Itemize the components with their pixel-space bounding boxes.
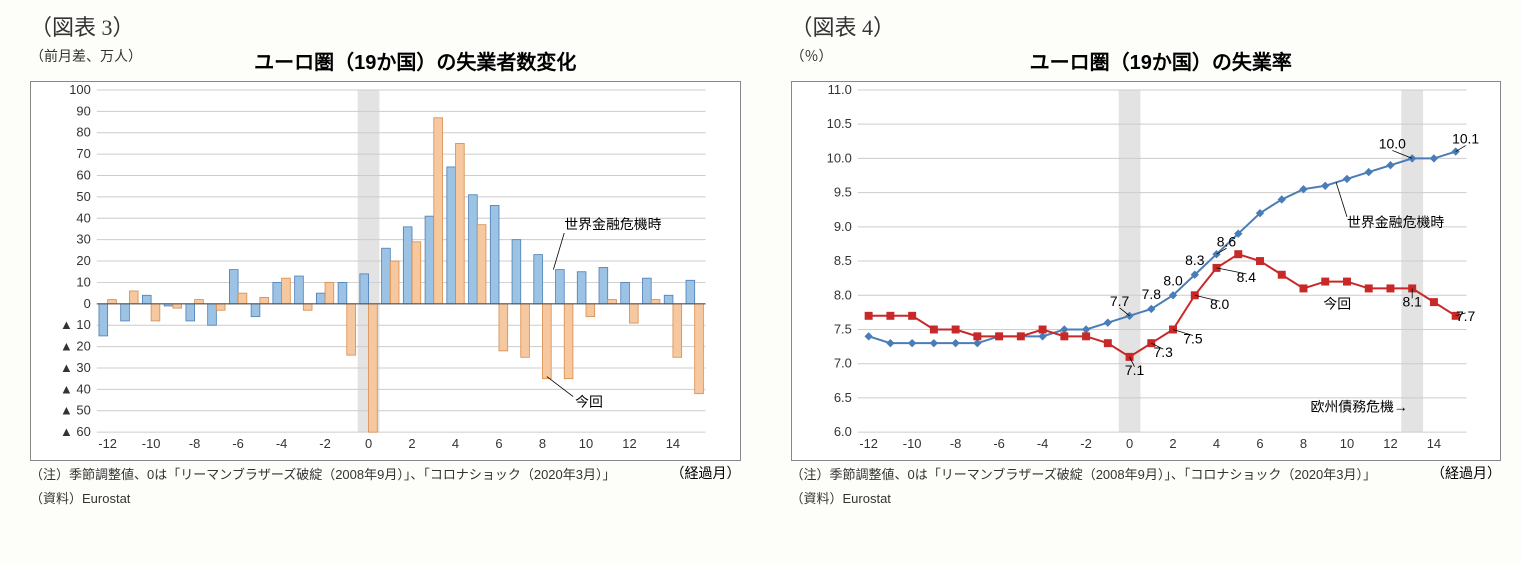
svg-text:20: 20 <box>76 253 90 268</box>
figure-label-4: （図表 4） <box>791 10 1502 42</box>
svg-text:-8: -8 <box>189 436 201 451</box>
svg-text:今回: 今回 <box>1323 295 1351 311</box>
svg-text:2: 2 <box>1169 436 1176 451</box>
svg-text:世界金融危機時: 世界金融危機時 <box>1346 214 1443 230</box>
line-chart: 6.0 6.5 7.0 7.5 8.0 8.5 9.0 9.5 10.0 10.5 11.0 -12 -… <box>791 81 1502 461</box>
footnote-left-2: （資料）Eurostat <box>30 489 741 509</box>
svg-text:10.5: 10.5 <box>826 116 851 131</box>
svg-text:4: 4 <box>452 436 459 451</box>
svg-text:8.0: 8.0 <box>1163 272 1183 288</box>
left-panel: （図表 3） （前月差、万人） ユーロ圏（19か国）の失業者数変化 ▲ 60▲ … <box>0 0 761 564</box>
svg-text:4: 4 <box>1212 436 1219 451</box>
svg-text:7.3: 7.3 <box>1153 344 1173 360</box>
svg-text:▲ 50: ▲ 50 <box>60 403 91 418</box>
svg-text:10: 10 <box>579 436 593 451</box>
svg-text:-12: -12 <box>98 436 117 451</box>
svg-text:-10: -10 <box>142 436 161 451</box>
svg-text:6.5: 6.5 <box>833 390 851 405</box>
svg-text:2: 2 <box>408 436 415 451</box>
svg-text:14: 14 <box>666 436 680 451</box>
svg-text:欧州債務危機→: 欧州債務危機→ <box>1310 399 1407 415</box>
svg-text:100: 100 <box>69 82 91 97</box>
plot-area-right: 6.0 6.5 7.0 7.5 8.0 8.5 9.0 9.5 10.0 10.5 11.0 -12 -… <box>791 81 1502 461</box>
svg-text:14: 14 <box>1426 436 1440 451</box>
svg-text:7.5: 7.5 <box>833 321 851 336</box>
svg-text:7.5: 7.5 <box>1183 330 1203 346</box>
svg-text:60: 60 <box>76 167 90 182</box>
svg-text:8.3: 8.3 <box>1185 252 1205 268</box>
svg-text:50: 50 <box>76 189 90 204</box>
svg-text:9.5: 9.5 <box>833 185 851 200</box>
svg-text:30: 30 <box>76 232 90 247</box>
xlabel-left: （経過月） <box>671 463 741 483</box>
svg-text:12: 12 <box>622 436 636 451</box>
svg-text:-12: -12 <box>859 436 878 451</box>
svg-text:7.7: 7.7 <box>1455 308 1475 324</box>
svg-text:9.0: 9.0 <box>833 219 851 234</box>
svg-text:8: 8 <box>1299 436 1306 451</box>
footnote-right-1: （注）季節調整値、0は「リーマンブラザーズ破綻（2008年9月）」、「コロナショ… <box>791 465 1502 485</box>
svg-text:10: 10 <box>1339 436 1353 451</box>
svg-text:-10: -10 <box>902 436 921 451</box>
svg-text:0: 0 <box>1125 436 1132 451</box>
plot-area-left: ▲ 60▲ 50▲ 40▲ 30▲ 20▲ 100102030405060708… <box>30 81 741 461</box>
footnote-left-1: （注）季節調整値、0は「リーマンブラザーズ破綻（2008年9月）」、「コロナショ… <box>30 465 741 485</box>
svg-text:▲ 10: ▲ 10 <box>60 317 91 332</box>
svg-text:8: 8 <box>539 436 546 451</box>
svg-text:-2: -2 <box>1080 436 1092 451</box>
svg-text:6.0: 6.0 <box>833 424 851 439</box>
chart-title-right: ユーロ圏（19か国）の失業率 <box>821 46 1502 75</box>
svg-text:40: 40 <box>76 210 90 225</box>
bar-chart: ▲ 60▲ 50▲ 40▲ 30▲ 20▲ 100102030405060708… <box>30 81 741 461</box>
svg-text:-6: -6 <box>993 436 1005 451</box>
xlabel-right: （経過月） <box>1431 463 1501 483</box>
svg-text:今回: 今回 <box>575 393 603 409</box>
svg-text:-4: -4 <box>1036 436 1048 451</box>
figure-label-3: （図表 3） <box>30 10 741 42</box>
svg-text:▲ 30: ▲ 30 <box>60 360 91 375</box>
svg-text:6: 6 <box>1256 436 1263 451</box>
svg-text:-6: -6 <box>232 436 244 451</box>
svg-text:▲ 40: ▲ 40 <box>60 381 91 396</box>
chart-title-left: ユーロ圏（19か国）の失業者数変化 <box>90 46 741 75</box>
footnote-right-2: （資料）Eurostat <box>791 489 1502 509</box>
svg-text:▲ 20: ▲ 20 <box>60 339 91 354</box>
right-panel: （図表 4） （％） ユーロ圏（19か国）の失業率 6.06.57.07.58.… <box>761 0 1521 564</box>
svg-text:0: 0 <box>365 436 372 451</box>
svg-text:80: 80 <box>76 125 90 140</box>
svg-text:8.4: 8.4 <box>1236 269 1256 285</box>
svg-text:6: 6 <box>495 436 502 451</box>
svg-text:8.6: 8.6 <box>1216 233 1236 249</box>
svg-text:10.1: 10.1 <box>1452 131 1479 147</box>
svg-text:7.1: 7.1 <box>1124 362 1144 378</box>
svg-text:8.5: 8.5 <box>833 253 851 268</box>
svg-text:-8: -8 <box>949 436 961 451</box>
svg-text:▲ 60: ▲ 60 <box>60 424 91 439</box>
svg-text:70: 70 <box>76 146 90 161</box>
svg-text:7.8: 7.8 <box>1141 286 1161 302</box>
svg-text:世界金融危機時: 世界金融危機時 <box>564 216 661 232</box>
svg-text:10.0: 10.0 <box>826 150 851 165</box>
svg-text:7.0: 7.0 <box>833 356 851 371</box>
svg-text:0: 0 <box>84 296 91 311</box>
svg-text:10.0: 10.0 <box>1378 135 1405 151</box>
svg-text:8.0: 8.0 <box>833 287 851 302</box>
svg-text:10: 10 <box>76 274 90 289</box>
svg-text:-4: -4 <box>276 436 288 451</box>
svg-text:12: 12 <box>1383 436 1397 451</box>
svg-text:8.0: 8.0 <box>1209 296 1229 312</box>
svg-text:-2: -2 <box>319 436 331 451</box>
svg-text:7.7: 7.7 <box>1109 293 1129 309</box>
svg-text:90: 90 <box>76 103 90 118</box>
svg-text:11.0: 11.0 <box>827 82 851 97</box>
